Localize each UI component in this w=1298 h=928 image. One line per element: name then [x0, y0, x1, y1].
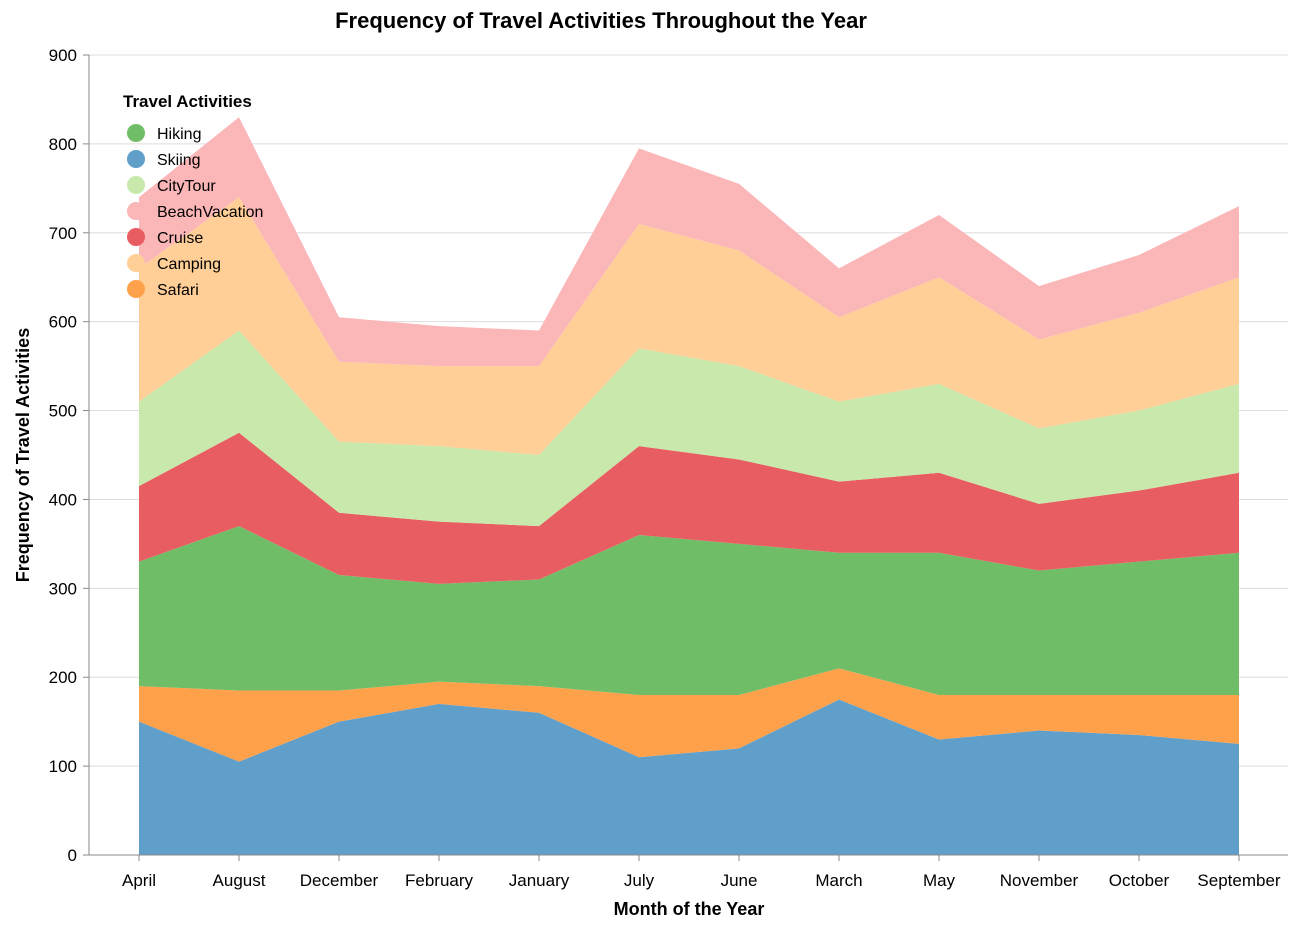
y-tick-label: 800 — [49, 135, 77, 154]
x-tick-label: January — [509, 871, 570, 890]
legend-label: Cruise — [157, 230, 203, 247]
legend-swatch — [127, 280, 145, 298]
x-tick-label: August — [213, 871, 266, 890]
x-tick-label: November — [1000, 871, 1079, 890]
legend-label: Safari — [157, 282, 199, 299]
legend-label: BeachVacation — [157, 204, 263, 221]
legend-label: Camping — [157, 256, 221, 273]
y-tick-label: 700 — [49, 224, 77, 243]
y-tick-label: 200 — [49, 668, 77, 687]
x-tick-label: June — [721, 871, 758, 890]
x-tick-label: September — [1197, 871, 1280, 890]
y-tick-label: 300 — [49, 579, 77, 598]
area-beachvacation — [139, 117, 1239, 367]
area-safari — [139, 668, 1239, 762]
legend-swatch — [127, 176, 145, 194]
y-tick-label: 400 — [49, 490, 77, 509]
x-tick-label: April — [122, 871, 156, 890]
y-tick-label: 600 — [49, 313, 77, 332]
axes-group — [88, 55, 1288, 856]
legend-swatch — [127, 202, 145, 220]
y-tick-label: 500 — [49, 402, 77, 421]
area-skiing — [139, 699, 1239, 855]
x-axis-title: Month of the Year — [614, 899, 765, 919]
y-tick-label: 100 — [49, 757, 77, 776]
legend-swatch — [127, 124, 145, 142]
x-tick-label: May — [923, 871, 956, 890]
legend-swatch — [127, 150, 145, 168]
x-axis-ticks: April August December February January July Ju… — [122, 855, 1281, 890]
area-camping — [139, 197, 1239, 455]
legend-label: Hiking — [157, 126, 201, 143]
legend-swatch — [127, 228, 145, 246]
y-axis-title: Frequency of Travel Activities — [13, 328, 33, 582]
legend-label: CityTour — [157, 178, 216, 195]
legend-label: Skiing — [157, 152, 201, 169]
x-tick-label: October — [1109, 871, 1170, 890]
x-tick-label: February — [405, 871, 474, 890]
y-axis-ticks: 0 100 200 300 400 500 600 700 800 900 — [49, 46, 89, 865]
legend-swatch — [127, 254, 145, 272]
area-hiking — [139, 526, 1239, 695]
x-tick-label: July — [624, 871, 655, 890]
area-citytour — [139, 330, 1239, 527]
y-tick-label: 0 — [68, 846, 77, 865]
legend: Travel Activities Hiking Skiing CityTour Be… — [123, 92, 263, 299]
x-tick-label: December — [300, 871, 379, 890]
y-tick-label: 900 — [49, 46, 77, 65]
area-cruise — [139, 432, 1239, 584]
chart-title: Frequency of Travel Activities Throughou… — [335, 8, 867, 33]
area-series-group — [139, 117, 1239, 855]
legend-title: Travel Activities — [123, 92, 252, 111]
x-tick-label: March — [815, 871, 862, 890]
